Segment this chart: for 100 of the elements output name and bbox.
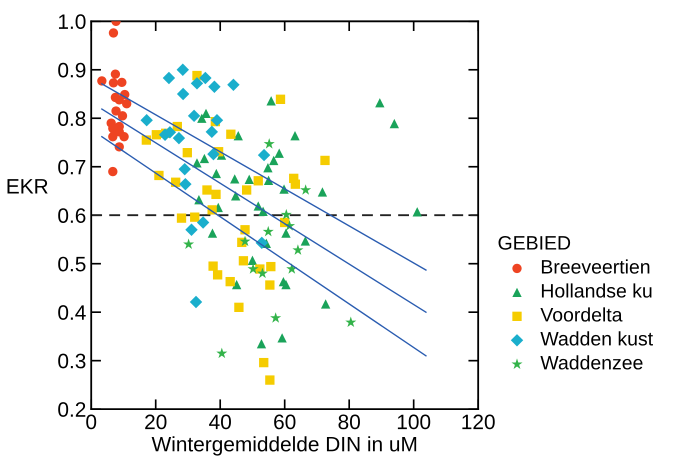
y-tick-label: 0.2 bbox=[58, 402, 86, 417]
y-tick-label: 0.7 bbox=[58, 160, 86, 174]
x-tick-label: 100 bbox=[398, 414, 430, 430]
point bbox=[280, 208, 292, 220]
point bbox=[266, 96, 276, 106]
point bbox=[179, 178, 192, 190]
point bbox=[206, 126, 218, 138]
legend-label: Hollandse ku bbox=[542, 283, 652, 298]
point bbox=[140, 114, 153, 126]
point bbox=[190, 212, 200, 222]
point bbox=[185, 224, 198, 236]
point bbox=[276, 94, 286, 104]
y-tick-label: 0.6 bbox=[58, 208, 86, 223]
point bbox=[266, 262, 276, 272]
point bbox=[202, 185, 212, 195]
point bbox=[207, 148, 220, 160]
point bbox=[258, 148, 270, 162]
point bbox=[196, 216, 210, 229]
point bbox=[176, 88, 190, 100]
point bbox=[240, 236, 251, 246]
point bbox=[176, 64, 190, 76]
point bbox=[108, 132, 118, 142]
x-tick-label: 20 bbox=[145, 414, 166, 430]
y-tick-label: 1.0 bbox=[58, 14, 86, 30]
legend-label: Waddenzee bbox=[540, 355, 643, 370]
point bbox=[318, 187, 328, 197]
x-tick-label: 60 bbox=[274, 414, 296, 430]
point bbox=[183, 238, 194, 250]
point bbox=[111, 106, 121, 116]
point bbox=[274, 148, 284, 158]
point bbox=[226, 276, 235, 286]
point bbox=[190, 296, 202, 308]
point bbox=[290, 180, 300, 189]
point bbox=[208, 80, 221, 93]
point bbox=[216, 348, 228, 358]
point bbox=[226, 130, 236, 139]
y-tick-label: 0.9 bbox=[58, 62, 86, 78]
point bbox=[192, 158, 202, 168]
legend-title: GEBIED bbox=[498, 236, 570, 250]
point bbox=[172, 132, 186, 144]
x-tick-label: 80 bbox=[338, 414, 360, 430]
point bbox=[234, 131, 243, 140]
point bbox=[234, 302, 244, 312]
point bbox=[231, 191, 240, 200]
point bbox=[108, 166, 118, 176]
point bbox=[264, 138, 275, 149]
point bbox=[201, 108, 211, 118]
point bbox=[320, 156, 330, 166]
point bbox=[208, 228, 218, 238]
point bbox=[265, 375, 275, 385]
point bbox=[122, 99, 132, 108]
point bbox=[208, 261, 218, 271]
point bbox=[265, 280, 275, 290]
y-axis-title: EKR bbox=[8, 179, 48, 194]
point bbox=[162, 72, 176, 84]
point bbox=[108, 78, 118, 88]
legend-label: Voordelta bbox=[540, 307, 623, 322]
x-tick-label: 120 bbox=[462, 414, 495, 430]
point bbox=[210, 114, 224, 126]
point bbox=[277, 333, 287, 343]
point bbox=[244, 174, 254, 184]
point bbox=[188, 110, 200, 122]
point bbox=[190, 77, 204, 90]
point bbox=[178, 162, 191, 176]
y-tick-label: 0.8 bbox=[58, 111, 86, 126]
point bbox=[256, 268, 268, 278]
legend-label: Breeveertien bbox=[542, 259, 650, 274]
point bbox=[270, 312, 282, 323]
point bbox=[242, 185, 252, 195]
point bbox=[238, 256, 248, 266]
x-axis-title: Wintergemiddelde DIN in uM bbox=[152, 436, 416, 456]
point bbox=[259, 358, 268, 368]
point bbox=[119, 132, 129, 142]
y-tick-label: 0.3 bbox=[58, 354, 86, 368]
point bbox=[281, 228, 291, 238]
point bbox=[375, 98, 384, 108]
point bbox=[117, 78, 127, 88]
point bbox=[182, 148, 192, 158]
point bbox=[212, 168, 221, 178]
point bbox=[292, 244, 304, 255]
y-tick-label: 0.5 bbox=[58, 256, 86, 272]
point bbox=[320, 299, 330, 309]
point bbox=[212, 270, 222, 280]
point bbox=[248, 256, 258, 265]
point bbox=[263, 163, 273, 172]
point bbox=[211, 190, 221, 200]
x-tick-label: 0 bbox=[86, 414, 96, 430]
point bbox=[300, 236, 310, 246]
y-tick-label: 0.4 bbox=[58, 305, 86, 320]
point bbox=[200, 154, 210, 164]
point bbox=[176, 213, 186, 223]
point bbox=[199, 72, 212, 84]
point bbox=[345, 316, 356, 328]
point bbox=[290, 131, 300, 140]
point bbox=[254, 176, 263, 186]
point bbox=[300, 184, 312, 195]
point bbox=[248, 263, 259, 274]
point bbox=[390, 118, 399, 128]
point bbox=[412, 207, 422, 216]
point bbox=[197, 114, 206, 123]
